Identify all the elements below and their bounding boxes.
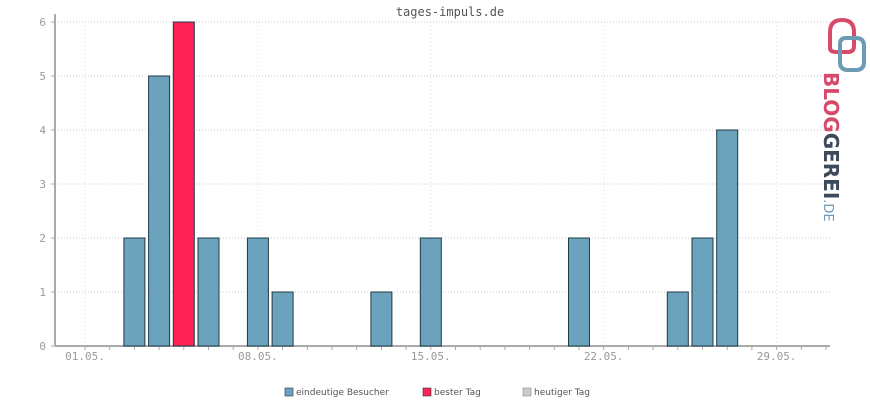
y-tick-label: 5 — [39, 70, 46, 83]
legend-label-best-day: bester Tag — [434, 388, 481, 398]
x-tick-label: 22.05. — [584, 350, 624, 363]
legend: eindeutige Besucher bester Tag heutiger … — [284, 387, 590, 398]
bar — [246, 237, 269, 347]
bar-best-day — [172, 21, 195, 347]
legend-swatch-today — [522, 387, 532, 397]
legend-label-today: heutiger Tag — [534, 388, 590, 398]
x-tick-labels: 01.05. 08.05. 15.05. 22.05. 29.05. — [65, 350, 796, 363]
bars — [123, 21, 739, 347]
bar — [716, 129, 739, 347]
x-tick-label: 01.05. — [65, 350, 105, 363]
bar — [419, 237, 442, 347]
legend-swatch-visitors — [284, 387, 294, 397]
legend-swatch-best-day — [422, 387, 432, 397]
legend-label-visitors: eindeutige Besucher — [296, 388, 389, 398]
bar — [691, 237, 714, 347]
bar — [271, 291, 294, 347]
bar — [123, 237, 146, 347]
y-tick-labels: 0 1 2 3 4 5 6 — [39, 16, 46, 353]
x-tick-label: 08.05. — [238, 350, 278, 363]
logo-wordmark: BLOGGEREI.DE — [819, 72, 843, 222]
y-tick-label: 0 — [39, 340, 46, 353]
chart-title: tages-impuls.de — [396, 5, 504, 19]
bar — [568, 237, 590, 347]
y-tick-label: 2 — [39, 232, 46, 245]
y-tick-label: 3 — [39, 178, 46, 191]
bar — [148, 75, 171, 347]
bar — [197, 237, 220, 347]
logo-icon — [828, 17, 866, 72]
bloggerei-logo: BLOGGEREI.DE — [819, 17, 866, 222]
logo-name-tail: GEREI — [819, 133, 843, 200]
y-tick-label: 6 — [39, 16, 46, 29]
y-tick-label: 1 — [39, 286, 46, 299]
bar — [370, 291, 393, 347]
x-tick-label: 15.05. — [411, 350, 451, 363]
x-tick-label: 29.05. — [757, 350, 797, 363]
y-tick-label: 4 — [39, 124, 46, 137]
bar — [666, 291, 689, 347]
